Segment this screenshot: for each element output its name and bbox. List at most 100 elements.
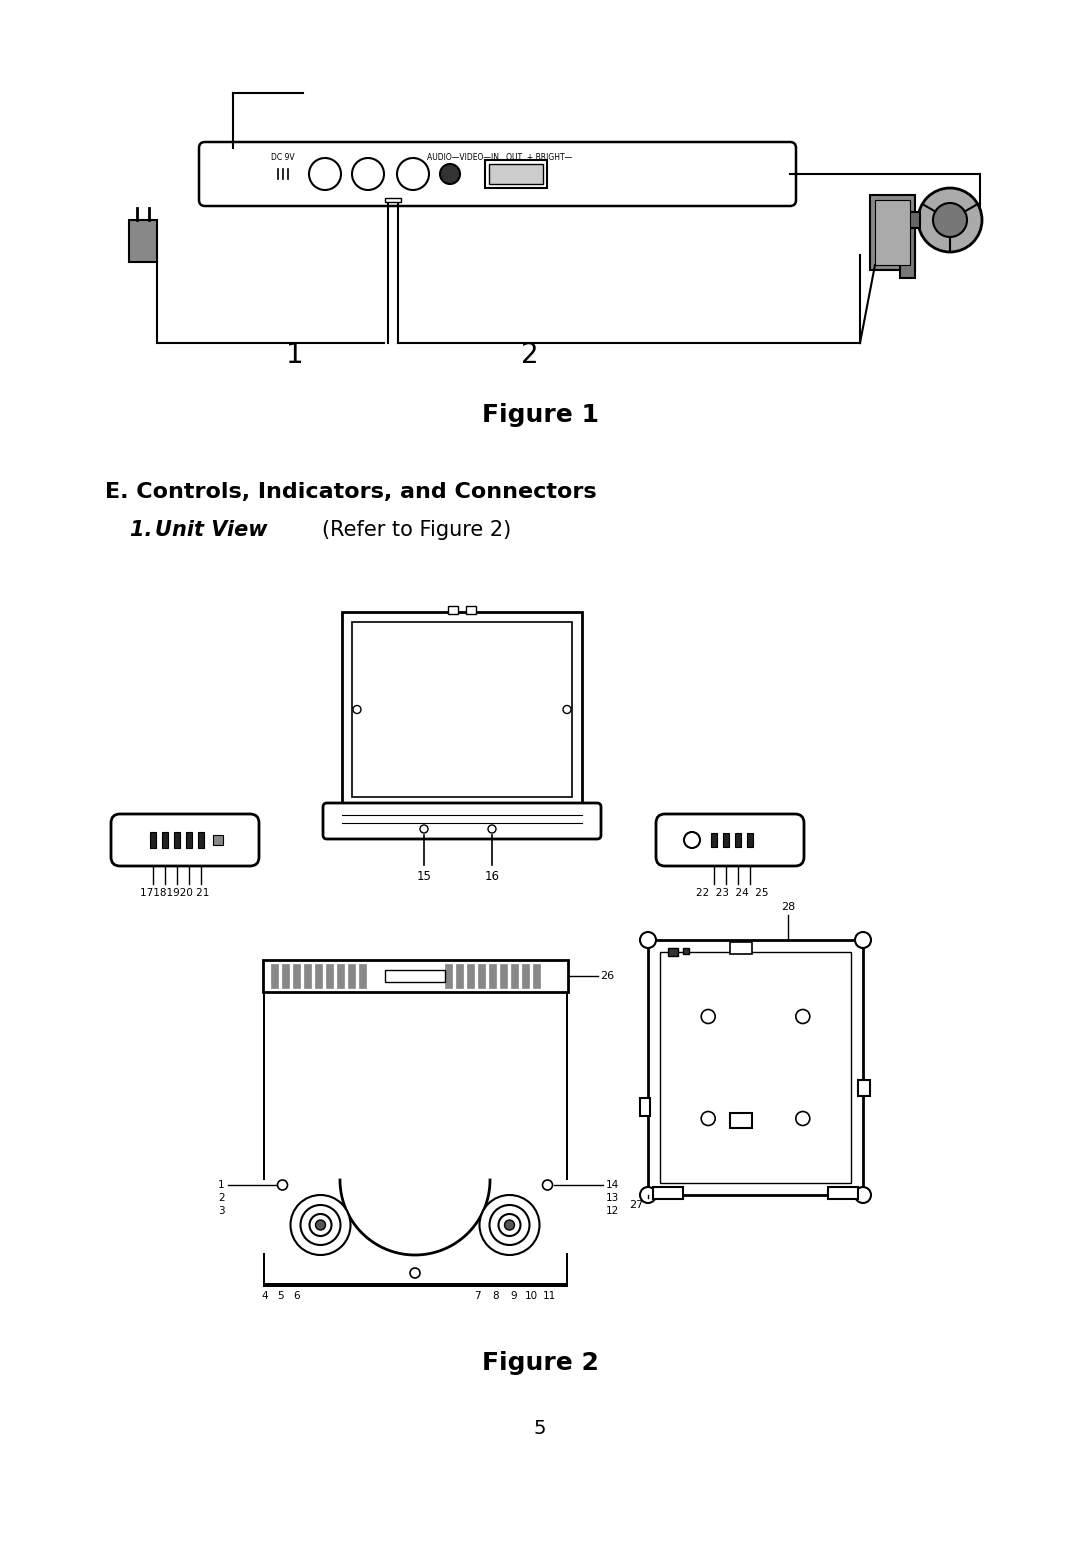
Bar <box>465 606 476 614</box>
Circle shape <box>352 158 384 191</box>
Text: 1: 1 <box>286 341 303 369</box>
Circle shape <box>563 706 571 714</box>
Bar <box>858 1081 870 1097</box>
Bar <box>711 833 717 847</box>
Text: 1: 1 <box>218 1179 225 1190</box>
Text: 3: 3 <box>218 1206 225 1215</box>
Bar <box>640 1098 650 1117</box>
Bar <box>534 964 540 989</box>
Text: 2: 2 <box>522 341 539 369</box>
Bar <box>293 964 299 989</box>
Text: 11: 11 <box>543 1292 556 1301</box>
Text: 10: 10 <box>525 1292 538 1301</box>
Text: 5: 5 <box>534 1418 546 1437</box>
Bar <box>660 951 851 1182</box>
Bar <box>900 212 920 228</box>
Bar <box>303 964 311 989</box>
Bar <box>150 833 156 848</box>
Bar <box>875 200 910 266</box>
Bar <box>522 964 529 989</box>
Text: Unit View: Unit View <box>156 520 268 540</box>
Text: 13: 13 <box>606 1193 619 1203</box>
FancyBboxPatch shape <box>323 803 600 839</box>
Bar <box>828 1187 858 1200</box>
Bar <box>485 159 546 187</box>
Text: 7: 7 <box>474 1292 481 1301</box>
Text: AUDIO—VIDEO—IN   OUT  + BRIGHT—: AUDIO—VIDEO—IN OUT + BRIGHT— <box>428 153 572 162</box>
Circle shape <box>291 1195 351 1254</box>
Text: 6: 6 <box>293 1292 300 1301</box>
Bar <box>129 220 157 262</box>
Text: 2: 2 <box>218 1193 225 1203</box>
Bar <box>348 964 354 989</box>
Text: 22  23  24  25: 22 23 24 25 <box>696 889 768 898</box>
Bar <box>683 948 689 954</box>
Text: 1.: 1. <box>130 520 160 540</box>
Text: 26: 26 <box>600 972 615 981</box>
Text: (Refer to Figure 2): (Refer to Figure 2) <box>322 520 511 540</box>
Bar <box>262 961 567 992</box>
Bar <box>747 833 753 847</box>
Circle shape <box>310 1214 332 1236</box>
FancyBboxPatch shape <box>656 814 804 865</box>
Text: 5: 5 <box>278 1292 284 1301</box>
Circle shape <box>796 1112 810 1126</box>
Circle shape <box>480 1195 540 1254</box>
Circle shape <box>397 158 429 191</box>
Circle shape <box>796 1009 810 1023</box>
Bar <box>174 833 180 848</box>
Circle shape <box>315 1220 325 1229</box>
Text: 17181920 21: 17181920 21 <box>140 889 210 898</box>
Circle shape <box>353 706 361 714</box>
Circle shape <box>855 1187 870 1203</box>
Circle shape <box>440 164 460 184</box>
Text: 4: 4 <box>261 1292 268 1301</box>
Circle shape <box>504 1220 514 1229</box>
Text: 16: 16 <box>485 870 499 883</box>
Circle shape <box>309 158 341 191</box>
Bar <box>384 970 445 982</box>
Bar <box>262 1253 265 1282</box>
Bar <box>262 1282 567 1287</box>
Bar <box>262 992 265 1179</box>
Bar <box>342 612 582 808</box>
Bar <box>500 964 507 989</box>
Bar <box>282 964 288 989</box>
Bar <box>566 1253 567 1282</box>
Circle shape <box>640 933 656 948</box>
Text: 27: 27 <box>629 1200 643 1211</box>
Circle shape <box>701 1009 715 1023</box>
Bar <box>448 606 458 614</box>
Bar <box>467 964 474 989</box>
Bar <box>384 198 401 201</box>
Circle shape <box>489 1204 529 1245</box>
Bar <box>213 836 222 845</box>
FancyBboxPatch shape <box>111 814 259 865</box>
Circle shape <box>918 187 982 251</box>
Bar <box>723 833 729 847</box>
Bar <box>870 195 915 270</box>
Bar <box>337 964 343 989</box>
Text: 8: 8 <box>492 1292 499 1301</box>
Bar <box>360 629 564 789</box>
FancyBboxPatch shape <box>199 142 796 206</box>
Bar <box>900 228 915 278</box>
Bar <box>566 992 567 1179</box>
Bar <box>270 964 278 989</box>
Circle shape <box>855 933 870 948</box>
Circle shape <box>410 1268 420 1278</box>
Bar <box>162 833 168 848</box>
Bar <box>735 833 741 847</box>
Bar <box>445 964 453 989</box>
Text: Figure 1: Figure 1 <box>482 403 598 426</box>
Text: Figure 2: Figure 2 <box>482 1351 598 1375</box>
Text: 12: 12 <box>606 1206 619 1215</box>
Bar <box>648 940 863 1195</box>
Circle shape <box>542 1179 553 1190</box>
Bar <box>456 964 463 989</box>
Text: 28: 28 <box>781 901 795 912</box>
Bar <box>489 164 543 184</box>
Circle shape <box>933 203 967 237</box>
Text: 9: 9 <box>510 1292 517 1301</box>
Bar <box>669 948 678 956</box>
